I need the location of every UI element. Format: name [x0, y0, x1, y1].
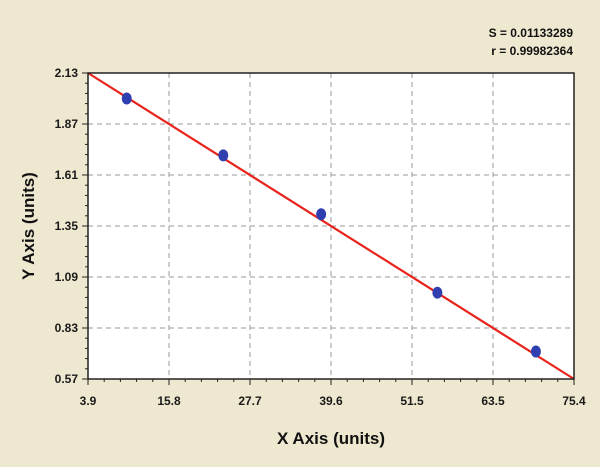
data-point — [432, 286, 443, 299]
plot-frame — [87, 72, 575, 380]
y-axis-title: Y Axis (units) — [19, 172, 38, 280]
data-point — [218, 149, 229, 162]
x-tick-label: 51.5 — [400, 394, 424, 408]
x-tick-label: 15.8 — [157, 394, 181, 408]
data-point — [121, 92, 132, 105]
data-point — [316, 208, 327, 221]
y-tick-label: 2.13 — [55, 66, 79, 80]
fit-line-layer — [87, 72, 575, 380]
x-tick-label: 75.4 — [562, 394, 586, 408]
x-tick-label: 63.5 — [481, 394, 505, 408]
points-layer — [121, 92, 541, 358]
stat-s: S = 0.01133289 — [489, 26, 574, 40]
tick-labels-layer: 3.9 15.8 27.7 39.6 51.5 63.5 75.4 0.57 0.83 1.09 1… — [55, 66, 586, 408]
x-tick-label: 39.6 — [319, 394, 343, 408]
fit-line — [87, 72, 575, 380]
data-point — [530, 345, 541, 358]
y-tick-label: 1.09 — [55, 270, 79, 284]
x-tick-label: 27.7 — [238, 394, 262, 408]
y-tick-label: 0.83 — [55, 321, 79, 335]
x-axis-title: X Axis (units) — [277, 429, 385, 448]
stat-r: r = 0.99982364 — [491, 44, 573, 58]
y-tick-label: 1.61 — [55, 168, 79, 182]
y-tick-label: 1.87 — [55, 117, 79, 131]
y-tick-label: 0.57 — [55, 372, 79, 386]
y-tick-label: 1.35 — [55, 219, 79, 233]
x-tick-label: 3.9 — [80, 394, 97, 408]
